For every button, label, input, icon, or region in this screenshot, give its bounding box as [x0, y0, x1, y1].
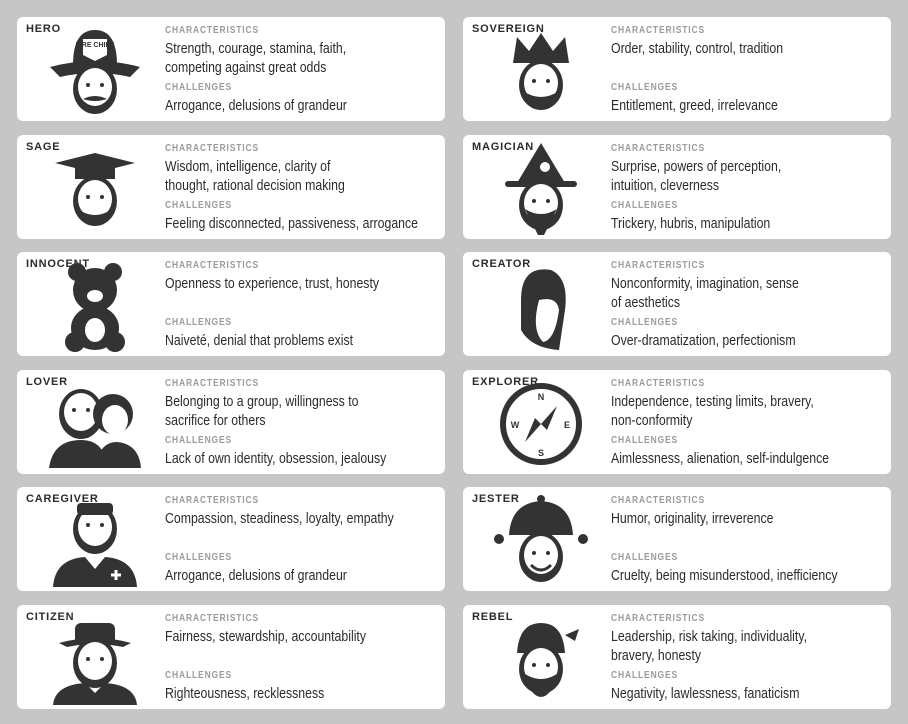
bandana-icon: [517, 623, 579, 697]
challenges-text: Righteousness, recklessness: [165, 685, 325, 702]
characteristics-text: Openness to experience, trust, honesty: [165, 275, 380, 293]
characteristics-text: Independence, testing limits, bravery, n…: [611, 392, 814, 429]
characteristics-label: CHARACTERISTICS: [165, 377, 259, 389]
nurse-icon: [53, 503, 137, 588]
characteristics-text: Nonconformity, imagination, sense of aes…: [611, 275, 799, 312]
archetype-card-creator: CREATOR CHARACTERISTICS Nonconformity, i…: [463, 252, 891, 357]
king-icon: [513, 33, 569, 110]
archetype-card-innocent: INNOCENT CHARACTERISTICS Openness to exp…: [17, 252, 445, 357]
man-in-hat-icon: [53, 623, 137, 705]
challenges-text: Cruelty, being misunderstood, inefficien…: [611, 567, 838, 585]
archetype-card-jester: JESTER CHARACTERISTICS Humor, originalit…: [463, 487, 891, 592]
archetype-card-sage: SAGE CHARACTERISTICS Wisdom, intelligenc…: [17, 134, 445, 239]
characteristics-label: CHARACTERISTICS: [611, 260, 705, 272]
characteristics-text: Surprise, powers of perception, intuitio…: [611, 157, 782, 194]
characteristics-text: Compassion, steadiness, loyalty, empathy: [165, 510, 394, 528]
archetype-name: SOVEREIGN: [472, 23, 545, 35]
archetype-card-magician: MAGICIAN CHARACTERISTICS Surprise, power…: [463, 134, 891, 239]
challenges-label: CHALLENGES: [611, 670, 679, 681]
archetype-card-explorer: EXPLORER N E S W CHARACTERISTICS Independen…: [463, 369, 891, 474]
challenges-label: CHALLENGES: [165, 552, 233, 564]
challenges-label: CHALLENGES: [611, 317, 679, 329]
challenges-text: Arrogance, delusions of grandeur: [165, 567, 347, 585]
badge-text: FIRE CHIEF: [76, 42, 116, 49]
challenges-text: Arrogance, delusions of grandeur: [165, 97, 347, 114]
archetype-card-lover: LOVER CHARACTERISTICS Belonging to a gro…: [17, 369, 445, 474]
challenges-label: CHALLENGES: [165, 434, 233, 446]
archetype-name: SAGE: [26, 140, 61, 153]
archetype-name: EXPLORER: [472, 375, 539, 388]
characteristics-text: Wisdom, intelligence, clarity of thought…: [165, 157, 345, 194]
challenges-text: Over-dramatization, perfectionism: [611, 332, 796, 350]
characteristics-text: Strength, courage, stamina, faith, compe…: [165, 40, 347, 76]
challenges-text: Trickery, hubris, manipulation: [611, 214, 771, 232]
characteristics-label: CHARACTERISTICS: [611, 377, 705, 389]
characteristics-label: CHARACTERISTICS: [611, 25, 705, 36]
characteristics-label: CHARACTERISTICS: [165, 260, 259, 272]
challenges-label: CHALLENGES: [165, 670, 233, 681]
challenges-text: Feeling disconnected, passiveness, arrog…: [165, 214, 418, 232]
challenges-label: CHALLENGES: [165, 199, 233, 211]
challenges-text: Naiveté, denial that problems exist: [165, 332, 354, 350]
archetype-card-caregiver: CAREGIVER CHARACTERISTICS Compassion, st…: [17, 487, 445, 592]
characteristics-label: CHARACTERISTICS: [611, 495, 705, 507]
archetype-card-sovereign: SOVEREIGN CHARACTERISTICS Order, stabili…: [463, 17, 891, 121]
challenges-text: Aimlessness, alienation, self-indulgence: [611, 449, 830, 467]
characteristics-label: CHARACTERISTICS: [165, 142, 259, 154]
archetype-name: LOVER: [26, 375, 68, 388]
archetype-name: HERO: [26, 23, 61, 35]
couple-icon: [49, 388, 141, 468]
characteristics-text: Order, stability, control, tradition: [611, 40, 784, 57]
graduate-icon: [55, 152, 135, 226]
characteristics-label: CHARACTERISTICS: [611, 613, 705, 624]
challenges-text: Lack of own identity, obsession, jealous…: [165, 449, 387, 467]
teddy-bear-icon: [65, 263, 125, 353]
characteristics-text: Leadership, risk taking, individuality, …: [611, 628, 807, 664]
challenges-label: CHALLENGES: [165, 317, 233, 329]
compass-w-label: W: [511, 420, 520, 430]
archetype-name: CITIZEN: [26, 611, 75, 623]
challenges-label: CHALLENGES: [611, 199, 679, 211]
archetype-name: REBEL: [472, 611, 514, 623]
archetype-name: MAGICIAN: [472, 140, 535, 153]
challenges-label: CHALLENGES: [611, 552, 679, 564]
archetype-card-rebel: REBEL CHARACTERISTICS Leadership, risk t…: [463, 605, 891, 709]
compass-e-label: E: [564, 420, 570, 430]
jester-icon: [494, 495, 588, 583]
characteristics-text: Humor, originality, irreverence: [611, 510, 774, 528]
challenges-label: CHALLENGES: [611, 434, 679, 446]
firefighter-icon: FIRE CHIEF: [50, 30, 140, 114]
archetype-card-citizen: CITIZEN CHARACTERISTICS Fairness, stewar…: [17, 605, 445, 709]
characteristics-text: Belonging to a group, willingness to sac…: [165, 392, 359, 429]
wizard-icon: [505, 142, 577, 235]
characteristics-label: CHARACTERISTICS: [165, 613, 259, 624]
compass-n-label: N: [538, 392, 545, 402]
characteristics-text: Fairness, stewardship, accountability: [165, 628, 367, 645]
challenges-text: Negativity, lawlessness, fanaticism: [611, 685, 800, 702]
compass-s-label: S: [538, 448, 544, 458]
archetype-card-hero: HERO FIRE CHIEF CHARACTERISTICS Strength…: [17, 17, 445, 121]
characteristics-label: CHARACTERISTICS: [165, 495, 259, 507]
archetype-name: CAREGIVER: [26, 493, 99, 506]
challenges-text: Entitlement, greed, irrelevance: [611, 97, 778, 114]
characteristics-label: CHARACTERISTICS: [611, 142, 705, 154]
archetype-name: JESTER: [472, 493, 520, 506]
characteristics-label: CHARACTERISTICS: [165, 25, 259, 36]
compass-icon: N E S W: [500, 382, 582, 465]
archetype-name: CREATOR: [472, 258, 531, 271]
challenges-label: CHALLENGES: [611, 82, 679, 93]
challenges-label: CHALLENGES: [165, 82, 233, 93]
artist-icon: [521, 269, 566, 351]
